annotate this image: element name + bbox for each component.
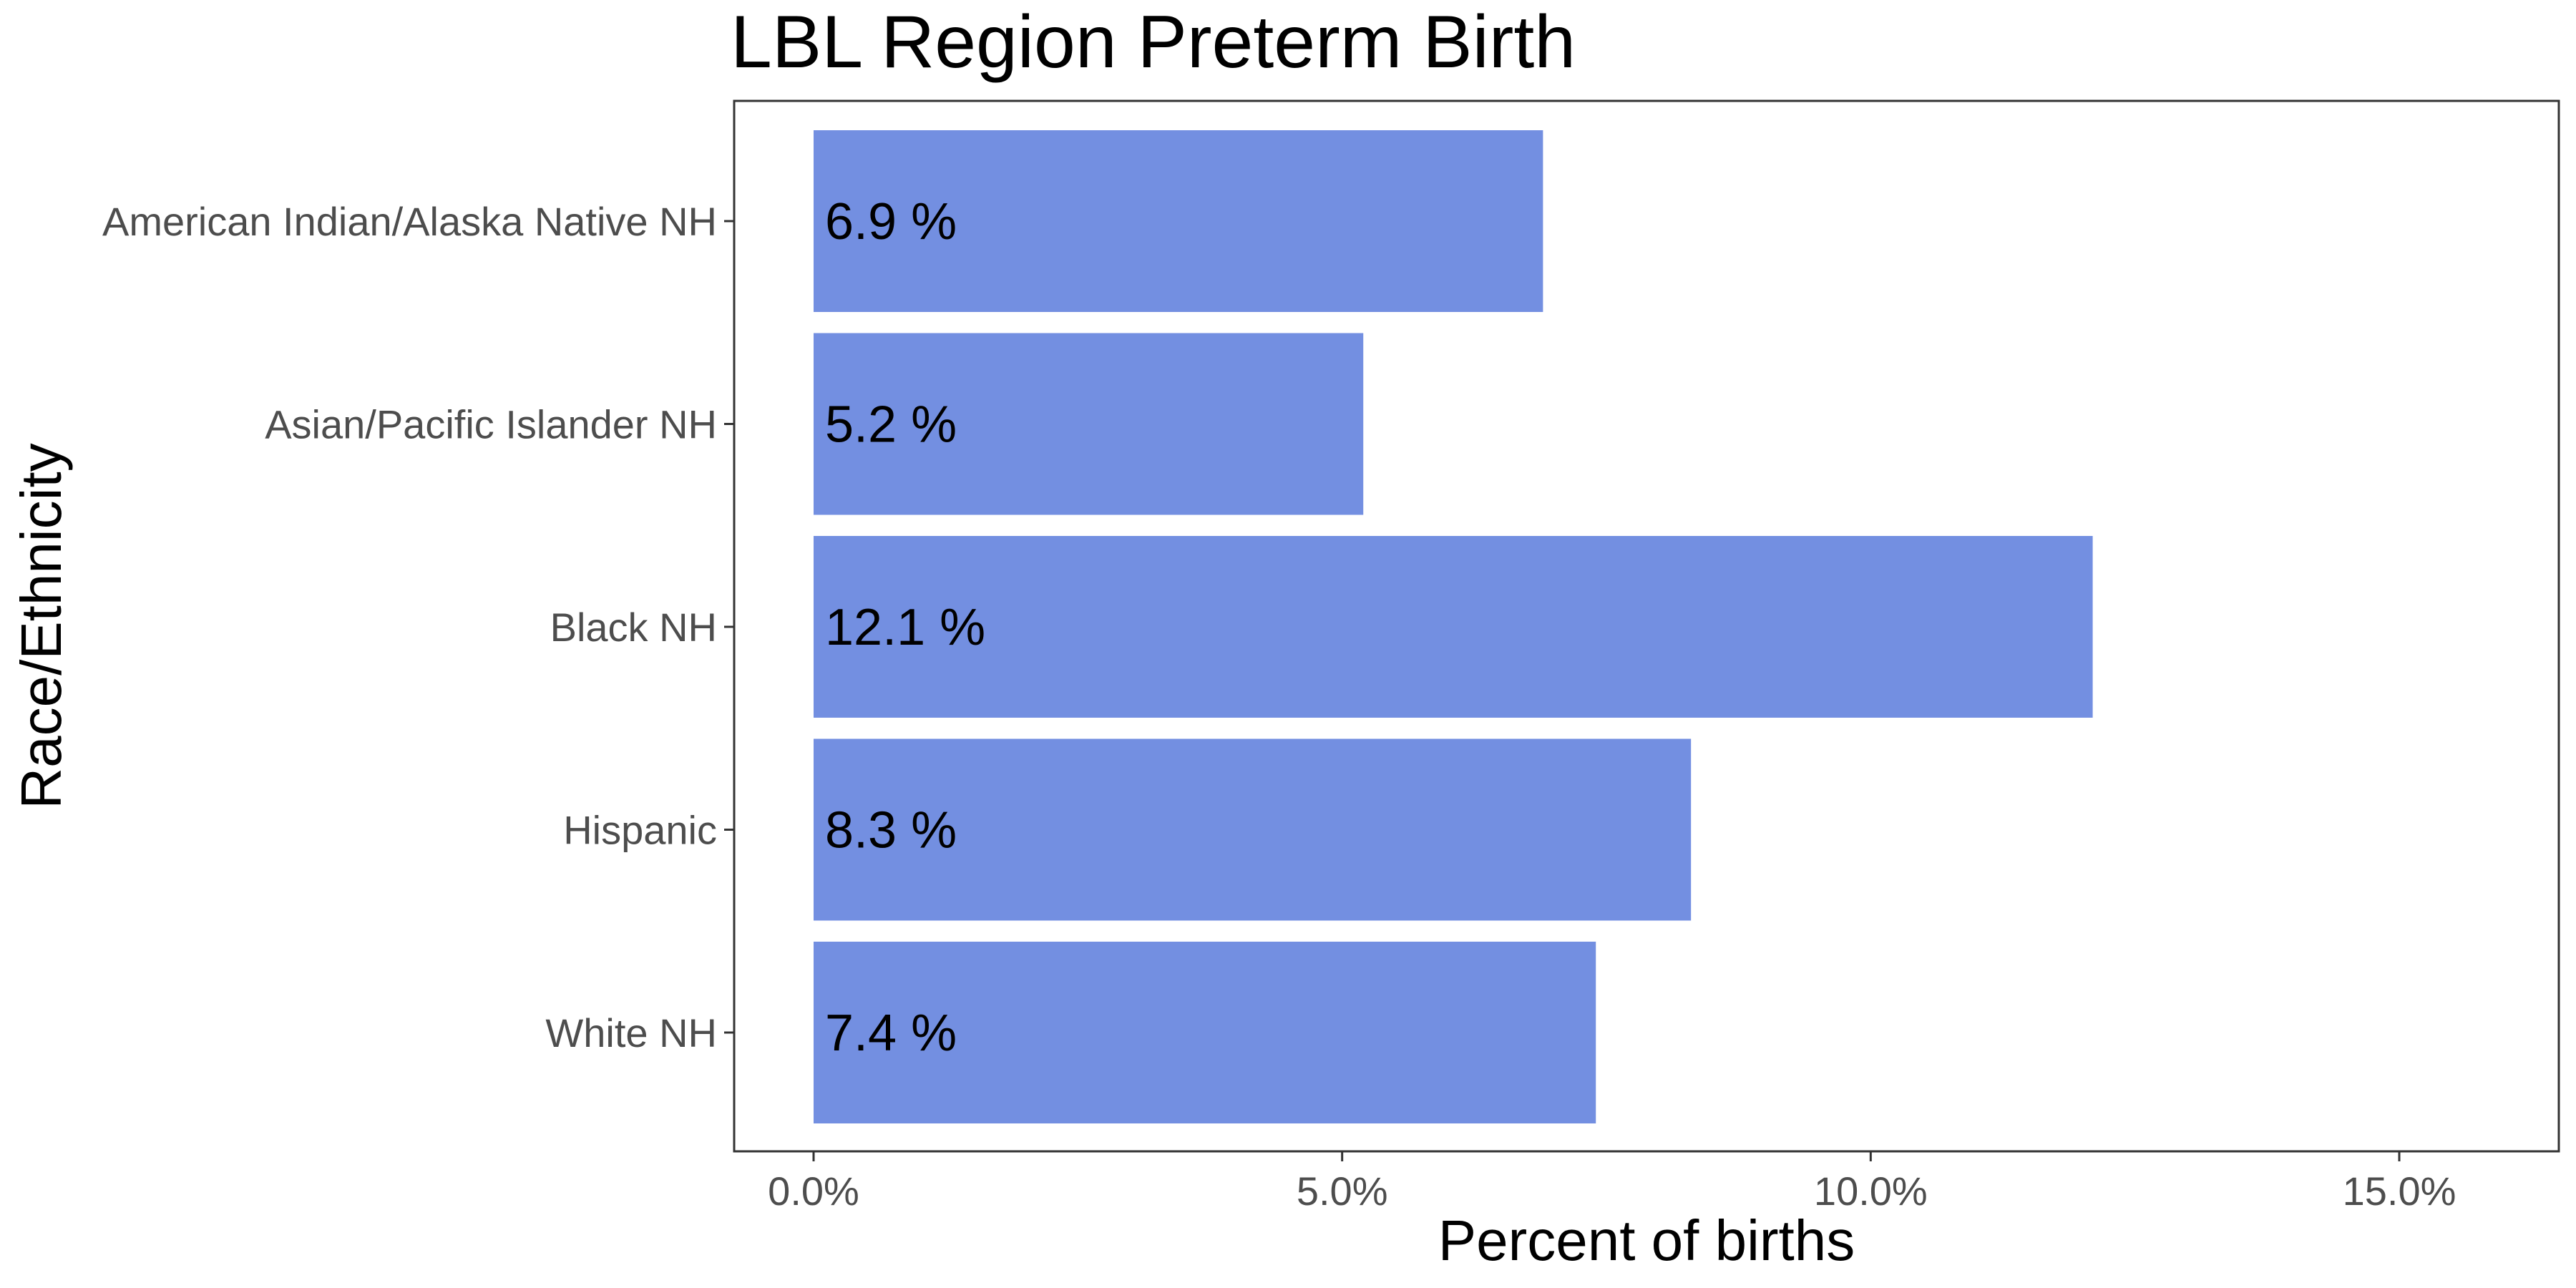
- plot-panel-border: [733, 99, 2560, 1153]
- y-tick-label: White NH: [545, 1010, 717, 1055]
- y-axis-title: Race/Ethnicity: [9, 443, 73, 809]
- bar-2: [814, 536, 2093, 718]
- bar-value-label: 8.3 %: [825, 802, 957, 859]
- bar-1: [814, 333, 1364, 515]
- x-axis-title: Percent of births: [1438, 1209, 1855, 1272]
- x-tick-label: 0.0%: [768, 1169, 859, 1214]
- y-axis: American Indian/Alaska Native NH Asian/Pa…: [102, 199, 734, 1055]
- x-axis: 0.0% 5.0% 10.0% 15.0%: [768, 1151, 2456, 1214]
- bar-labels-group: 6.9 % 5.2 % 12.1 % 8.3 % 7.4 %: [825, 193, 985, 1062]
- x-tick-label: 5.0%: [1297, 1169, 1388, 1214]
- chart-title: LBL Region Preterm Birth: [731, 1, 1576, 84]
- y-tick-label: Black NH: [550, 605, 717, 650]
- bars-group: [814, 130, 2093, 1123]
- bar-value-label: 7.4 %: [825, 1005, 957, 1062]
- bar-4: [814, 942, 1596, 1123]
- y-tick-label: American Indian/Alaska Native NH: [102, 199, 717, 244]
- bar-3: [814, 738, 1692, 921]
- bar-value-label: 5.2 %: [825, 396, 957, 454]
- y-tick-label: Hispanic: [563, 808, 717, 853]
- x-tick-label: 15.0%: [2343, 1169, 2457, 1214]
- bar-value-label: 12.1 %: [825, 599, 985, 656]
- y-tick-label: Asian/Pacific Islander NH: [265, 402, 717, 447]
- bar-0: [814, 130, 1543, 312]
- x-tick-label: 10.0%: [1814, 1169, 1928, 1214]
- bar-value-label: 6.9 %: [825, 193, 957, 250]
